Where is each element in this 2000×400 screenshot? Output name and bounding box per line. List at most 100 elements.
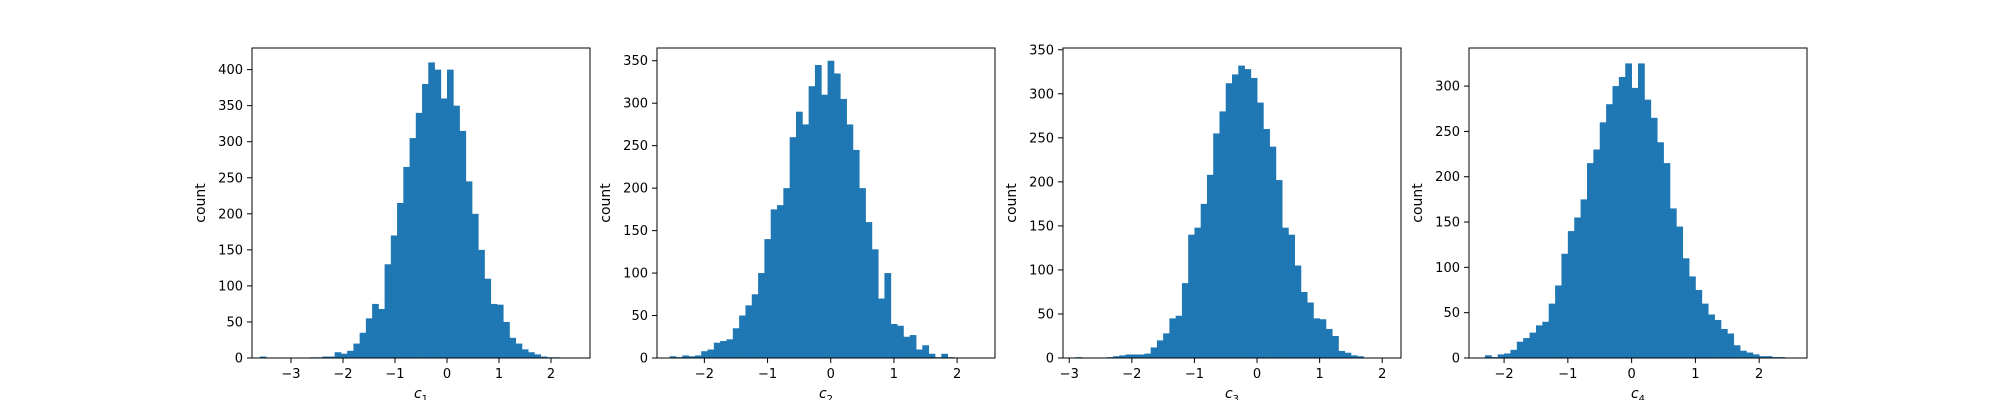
axes-frame-c2	[656, 47, 996, 359]
histogram-c2-bar	[745, 305, 753, 358]
histogram-c4-bar	[1682, 258, 1690, 358]
histogram-c2: −2 −1 0 1 2 0 50 100 150 200 250 300 350 c2 count	[598, 47, 996, 400]
histogram-c4-bar	[1669, 208, 1677, 358]
y-tick-label: 200	[1029, 175, 1054, 190]
y-tick-label: 300	[1435, 80, 1460, 95]
histogram-c1-bar	[409, 138, 417, 358]
x-tick-label: −2	[695, 367, 714, 382]
histogram-c3-bar	[1131, 354, 1139, 358]
x-tick-label: −1	[385, 367, 404, 382]
histogram-c2-bar	[941, 353, 949, 358]
histogram-c4-bar	[1701, 303, 1709, 358]
histogram-c1-bar	[384, 264, 392, 358]
histogram-c1-bar	[496, 304, 504, 358]
histogram-c4-bar	[1497, 354, 1505, 358]
x-tick-label: −1	[1185, 367, 1204, 382]
histogram-c2-bar	[922, 345, 930, 358]
histogram-c4-bar	[1727, 333, 1735, 358]
histogram-c3-bar	[1119, 355, 1126, 358]
y-tick-label: 50	[226, 315, 243, 330]
histogram-c3-bar	[1125, 354, 1133, 358]
histogram-c1-bar	[434, 69, 442, 359]
histogram-c4-bar	[1606, 104, 1613, 359]
histogram-c2-bar	[909, 335, 917, 358]
histogram-c4-bar	[1746, 352, 1754, 358]
y-tick-label: 50	[1037, 307, 1054, 322]
x-tick-label: 0	[1253, 367, 1261, 382]
y-tick-label: 400	[218, 63, 243, 78]
y-axis-label-c1: count	[193, 183, 209, 223]
histogram-c4-bar	[1599, 122, 1607, 358]
x-tick-label: −2	[1122, 367, 1141, 382]
histogram-c3-bar	[1288, 234, 1295, 358]
histogram-c4-bar	[1510, 349, 1518, 358]
histogram-c4-bar	[1759, 356, 1766, 358]
histogram-c3-bar	[1263, 129, 1270, 358]
histogram-c1-bar	[503, 321, 510, 358]
histogram-c4-bar	[1561, 253, 1569, 358]
histogram-c2-bar	[688, 356, 696, 358]
histogram-c2-bar	[713, 342, 721, 358]
x-tick-label: −1	[1558, 367, 1577, 382]
histogram-c4-bar	[1714, 319, 1722, 358]
y-tick-label: 0	[640, 352, 648, 367]
x-tick-label: 2	[953, 367, 961, 382]
histogram-c4-bar	[1689, 276, 1696, 358]
histogram-c2-bar	[758, 273, 765, 358]
histogram-c4: −2 −1 0 1 2 0 50 100 150 200 250 300 c4 count	[1410, 47, 1808, 400]
histogram-c1-bar	[415, 112, 423, 358]
histogram-c3-bar	[1113, 356, 1120, 358]
histogram-c4-bar	[1504, 353, 1511, 358]
x-tick-label: 1	[890, 367, 898, 382]
histogram-c2-bar	[897, 325, 904, 358]
y-tick-label: 150	[218, 243, 243, 258]
histogram-c3-bar	[1169, 318, 1177, 358]
histogram-c1-bar	[490, 303, 498, 358]
x-tick-label: 0	[827, 367, 835, 382]
y-axis-label-c2: count	[598, 183, 614, 223]
x-tick-label: −2	[333, 367, 352, 382]
y-tick-label: 0	[1452, 352, 1460, 367]
y-tick-label: 100	[1029, 263, 1054, 278]
x-tick-label: −2	[1494, 367, 1513, 382]
histogram-c3: −3 −2 −1 0 1 2 0 50 100 150 200 250 300 350 c3 count	[1004, 43, 1402, 400]
y-tick-label: 100	[623, 267, 648, 282]
histogram-c1-bar	[334, 352, 342, 358]
x-tick-label: 2	[1755, 367, 1763, 382]
histogram-c3-bar	[1300, 291, 1308, 358]
histogram-c3-bar	[1332, 335, 1339, 358]
histogram-c3-bar	[1181, 283, 1189, 358]
histogram-c2-bar	[669, 356, 677, 358]
histogram-c2-bar	[865, 222, 873, 358]
axes-frame-c1	[251, 47, 591, 359]
histogram-c3-bar	[1188, 234, 1195, 358]
histogram-c3-bar	[1257, 102, 1264, 359]
histogram-c3-bar	[1138, 354, 1145, 358]
histogram-c1-bar	[459, 130, 467, 358]
histogram-c1-bar	[322, 356, 329, 358]
y-tick-label: 300	[1029, 87, 1054, 102]
axes-frame-c4	[1468, 47, 1808, 359]
x-axis-label-c2: c2	[819, 386, 833, 400]
histogram-c1-bar	[465, 181, 473, 358]
axes-frame-c3	[1062, 47, 1402, 359]
histogram-c3-bar	[1219, 111, 1227, 358]
histogram-c4-bar	[1574, 217, 1582, 358]
histogram-c1-bar	[540, 356, 548, 358]
y-tick-label: 350	[1029, 43, 1054, 58]
histogram-c4-bar	[1567, 231, 1575, 358]
histogram-c1-bar	[397, 203, 404, 358]
y-axis-label-c3: count	[1004, 183, 1020, 223]
histogram-c1-bar	[471, 213, 479, 358]
y-tick-label: 100	[218, 279, 243, 294]
x-tick-label: 2	[547, 367, 555, 382]
histogram-c2-bar	[871, 249, 879, 358]
histogram-c4-bar	[1752, 354, 1760, 358]
histogram-c1-bar	[328, 356, 336, 358]
histogram-c3-bar	[1313, 318, 1321, 358]
histogram-c4-bar	[1708, 314, 1715, 358]
histogram-c3-bar	[1194, 227, 1202, 358]
histogram-c3-bar	[1225, 83, 1233, 359]
histogram-c2-bar	[852, 149, 860, 358]
